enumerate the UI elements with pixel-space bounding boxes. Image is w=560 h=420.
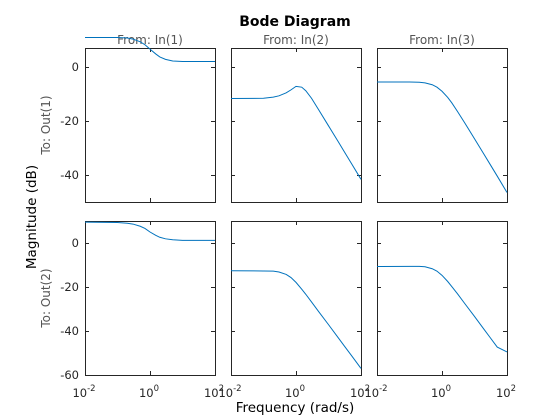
y-tick-label: -40 (60, 168, 79, 182)
axes-frame (377, 221, 508, 376)
y-axis-label: Magnitude (dB) (24, 165, 40, 269)
x-tick-base: 10 (431, 386, 446, 400)
axes-frame (85, 221, 216, 376)
axes-frame (377, 48, 508, 203)
y-tick-label: -20 (60, 114, 79, 128)
input-label-3: From: In(3) (409, 33, 475, 47)
x-tick-label: 102 (204, 384, 224, 400)
x-tick-label: 10-2 (72, 384, 95, 400)
axes-frame (231, 48, 362, 203)
x-tick-base: 10 (496, 386, 511, 400)
axes-frame (85, 48, 216, 203)
magnitude-curve-out1-in3 (377, 81, 508, 193)
x-tick-base: 10 (72, 386, 87, 400)
x-tick-base: 10 (139, 386, 154, 400)
x-tick-label: 100 (139, 384, 159, 400)
subplot-grid: From: In(1) From: In(2) From: In(3) To: Out… (39, 33, 516, 400)
input-label-1: From: In(1) (117, 33, 183, 47)
magnitude-curve-out1-in2 (230, 85, 362, 180)
x-tick-label: 100 (431, 384, 451, 400)
y-tick-label: 0 (72, 60, 79, 74)
x-axis-label: Frequency (rad/s) (236, 400, 355, 416)
y-tick-label: -60 (60, 368, 79, 382)
x-tick-exponent: 2 (365, 384, 370, 394)
x-tick-base: 10 (218, 386, 233, 400)
magnitude-curve-out1-in1 (85, 36, 215, 63)
x-tick-exponent: -2 (379, 384, 387, 394)
x-tick-label: 100 (285, 384, 305, 400)
x-tick-label: 102 (350, 384, 370, 400)
x-tick-exponent: 0 (154, 384, 159, 394)
magnitude-curve-out2-in1 (84, 221, 215, 241)
x-tick-exponent: -2 (87, 384, 95, 394)
x-tick-base: 10 (285, 386, 300, 400)
y-tick-label: -20 (60, 280, 79, 294)
x-tick-exponent: 0 (300, 384, 305, 394)
x-tick-base: 10 (364, 386, 379, 400)
x-tick-label: 10-2 (218, 384, 241, 400)
magnitude-curve-out2-in3 (376, 265, 508, 353)
chart-title: Bode Diagram (239, 14, 351, 30)
output-label-2: To: Out(2) (39, 268, 53, 328)
magnitude-curve-out2-in2 (230, 270, 362, 369)
x-tick-exponent: -2 (233, 384, 241, 394)
input-label-2: From: In(2) (263, 33, 329, 47)
subplot-r2-c3 (377, 221, 508, 376)
subplot-r2-c1 (85, 221, 216, 376)
x-tick-exponent: 0 (446, 384, 451, 394)
x-tick-exponent: 2 (511, 384, 516, 394)
y-tick-label: -40 (60, 324, 79, 338)
x-tick-base: 10 (350, 386, 365, 400)
output-label-1: To: Out(1) (39, 95, 53, 155)
x-tick-label: 10-2 (364, 384, 387, 400)
x-tick-exponent: 2 (219, 384, 224, 394)
subplot-r1-c3 (377, 48, 508, 203)
y-tick-label: 0 (72, 236, 79, 250)
subplot-r1-c2 (231, 48, 362, 203)
x-tick-base: 10 (204, 386, 219, 400)
axes-frame (231, 221, 362, 376)
subplot-r2-c2 (231, 221, 362, 376)
x-tick-label: 102 (496, 384, 516, 400)
subplot-r1-c1 (85, 48, 216, 203)
